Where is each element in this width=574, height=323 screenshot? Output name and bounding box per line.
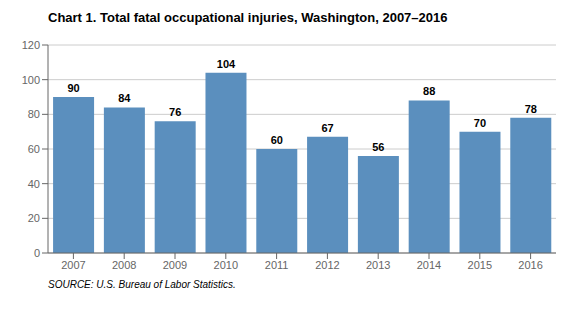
svg-text:60: 60 xyxy=(271,134,283,146)
svg-text:67: 67 xyxy=(321,122,333,134)
svg-text:90: 90 xyxy=(67,82,79,94)
svg-text:2008: 2008 xyxy=(112,259,136,271)
svg-text:2015: 2015 xyxy=(468,259,492,271)
svg-text:104: 104 xyxy=(217,58,236,70)
svg-text:2016: 2016 xyxy=(518,259,542,271)
svg-text:70: 70 xyxy=(474,117,486,129)
svg-text:2012: 2012 xyxy=(315,259,339,271)
svg-text:84: 84 xyxy=(118,92,131,104)
svg-text:2013: 2013 xyxy=(366,259,390,271)
svg-text:60: 60 xyxy=(28,143,40,155)
svg-text:80: 80 xyxy=(28,108,40,120)
svg-text:2011: 2011 xyxy=(265,259,289,271)
svg-text:56: 56 xyxy=(372,141,384,153)
svg-text:120: 120 xyxy=(22,39,40,51)
svg-text:88: 88 xyxy=(423,85,435,97)
svg-text:0: 0 xyxy=(34,247,40,259)
svg-text:100: 100 xyxy=(22,74,40,86)
html-text:SOURCE: U.S. Bureau of Labor S: SOURCE: U.S. Bureau of Labor Statistics. xyxy=(48,279,236,290)
svg-text:2014: 2014 xyxy=(417,259,441,271)
svg-text:40: 40 xyxy=(28,178,40,190)
svg-text:20: 20 xyxy=(28,212,40,224)
svg-text:76: 76 xyxy=(169,106,181,118)
svg-text:2009: 2009 xyxy=(163,259,187,271)
svg-text:2007: 2007 xyxy=(61,259,85,271)
html-text:Chart 1. Total fatal occupatio: Chart 1. Total fatal occupational injuri… xyxy=(48,10,448,25)
svg-text:78: 78 xyxy=(525,103,537,115)
svg-text:2010: 2010 xyxy=(214,259,238,271)
